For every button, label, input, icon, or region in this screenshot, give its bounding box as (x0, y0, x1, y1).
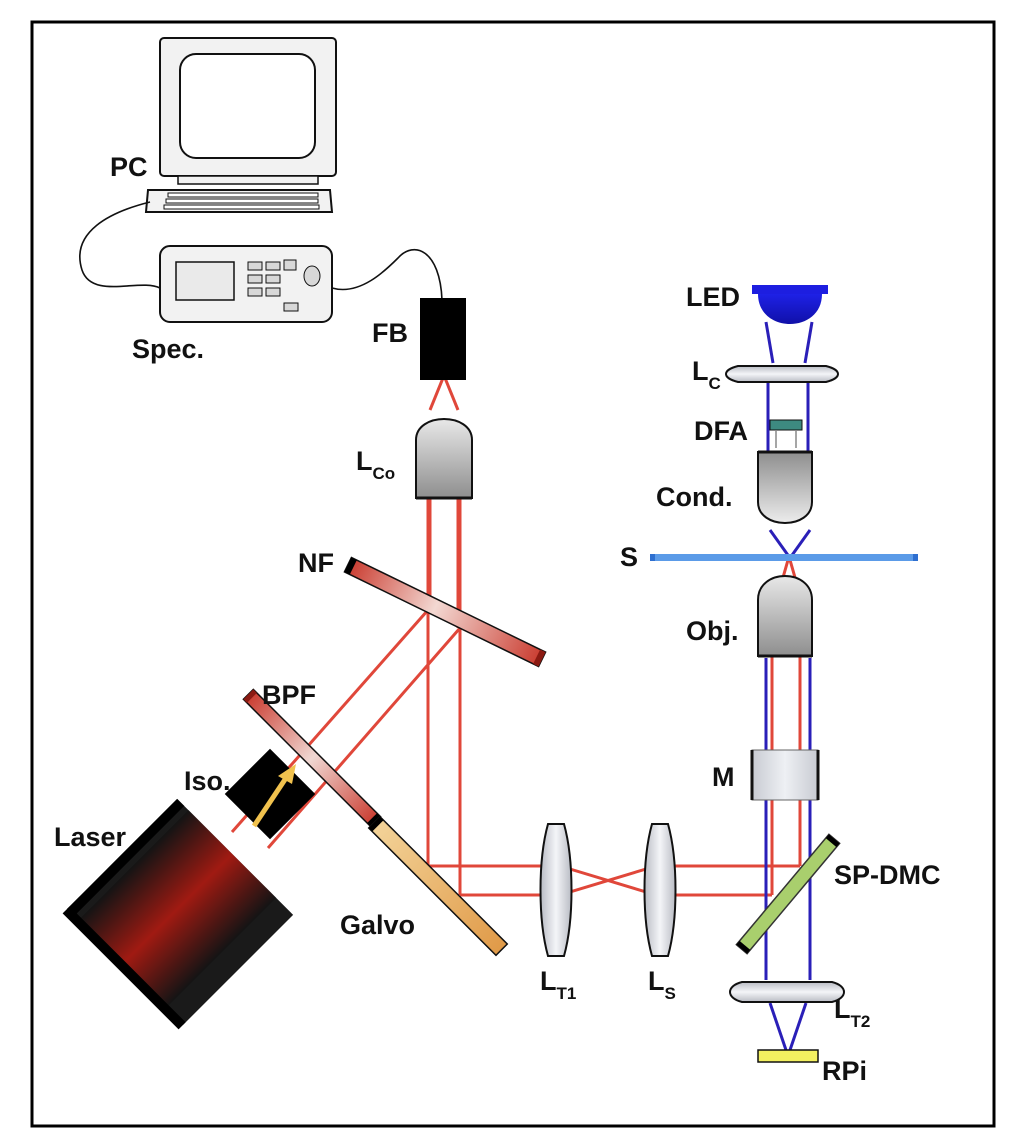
label-led: LED (686, 282, 740, 312)
label-lt2: LT2 (834, 994, 870, 1031)
label-lc: LC (692, 356, 721, 393)
label-lc-main: L (692, 356, 709, 386)
darkfield-aperture (769, 419, 803, 448)
label-cond: Cond. (656, 482, 732, 512)
label-ls: LS (648, 966, 676, 1003)
lens-lt2 (729, 981, 845, 1003)
data-cable (79, 201, 443, 301)
module-m (750, 749, 820, 801)
sample-slide (650, 554, 918, 561)
objective (757, 575, 813, 658)
label-m: M (712, 762, 735, 792)
label-lt2-sub: T2 (851, 1012, 871, 1031)
lens-ls (643, 823, 677, 957)
dichroic-mirror (735, 833, 841, 955)
lens-lt1 (539, 823, 573, 957)
computer-icon (144, 37, 337, 213)
lens-lc (725, 365, 839, 383)
fiber-block (420, 298, 466, 380)
figure-frame (30, 20, 996, 1128)
led-source (752, 285, 828, 324)
label-s: S (620, 542, 638, 572)
collimation-lens (415, 418, 473, 500)
label-bpf: BPF (262, 680, 316, 710)
label-galvo: Galvo (340, 910, 415, 940)
label-spec: Spec. (132, 334, 204, 364)
galvo-mirror (367, 815, 509, 957)
label-lt2-main: L (834, 994, 851, 1024)
label-rpi: RPi (822, 1056, 867, 1086)
label-spdmc: SP-DMC (834, 860, 941, 890)
sample-slide-end-right (913, 554, 918, 561)
rpi-camera (757, 1049, 819, 1063)
spectrometer-icon (159, 245, 333, 323)
label-obj: Obj. (686, 616, 739, 646)
label-lco-main: L (356, 446, 373, 476)
label-lc-sub: C (709, 374, 721, 393)
label-lt1: LT1 (540, 966, 576, 1003)
label-lt1-main: L (540, 966, 557, 996)
label-lco-sub: Co (373, 464, 396, 483)
label-ls-main: L (648, 966, 665, 996)
label-lt1-sub: T1 (557, 984, 577, 1003)
label-iso: Iso. (184, 766, 231, 796)
condenser (757, 450, 813, 524)
label-pc: PC (110, 152, 148, 182)
sample-slide-end-left (650, 554, 655, 561)
label-dfa: DFA (694, 416, 748, 446)
label-nf: NF (298, 548, 334, 578)
label-ls-sub: S (665, 984, 676, 1003)
isolator-arrow-icon (251, 764, 296, 828)
label-lco: LCo (356, 446, 395, 483)
label-laser: Laser (54, 822, 127, 852)
notch-filter (343, 556, 547, 668)
laser-source (62, 798, 294, 1030)
label-fb: FB (372, 318, 408, 348)
